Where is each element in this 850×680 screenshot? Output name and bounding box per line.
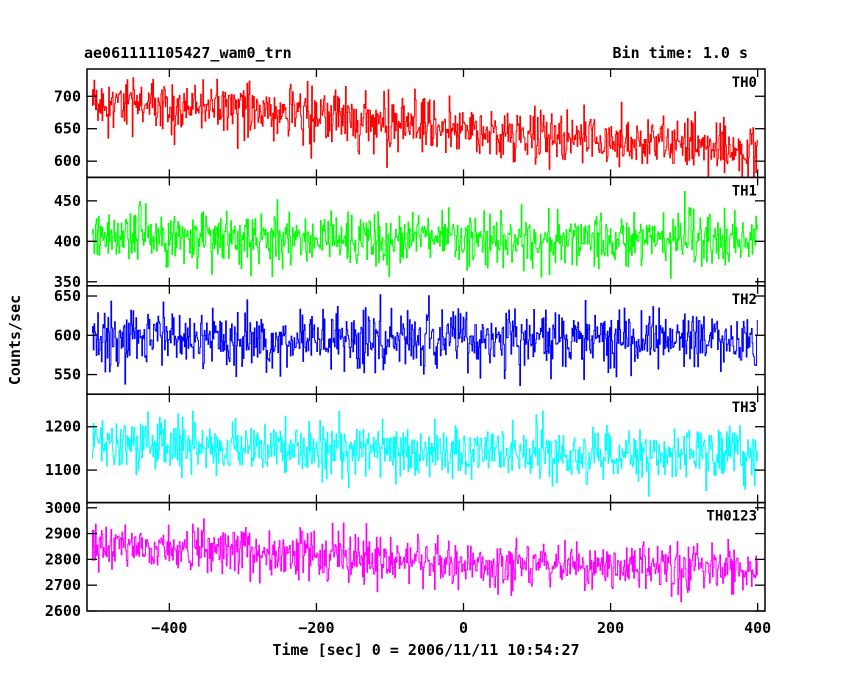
x-tick-label: 200 xyxy=(597,619,624,637)
panel-label-th2: TH2 xyxy=(732,292,757,308)
panel-label-th0: TH0 xyxy=(732,75,757,91)
x-axis-label: Time [sec] 0 = 2006/11/11 10:54:27 xyxy=(272,641,579,659)
y-tick-label: 2900 xyxy=(45,525,81,543)
series-th3 xyxy=(91,410,759,497)
chart-title: ae061111105427_wam0_trn xyxy=(84,44,292,62)
x-tick-label: 400 xyxy=(744,619,771,637)
panel-frame-th0123 xyxy=(86,501,766,612)
series-th0123 xyxy=(91,518,759,603)
y-tick-label: 3000 xyxy=(45,499,81,517)
y-tick-label: 2700 xyxy=(45,576,81,594)
series-th0 xyxy=(91,77,759,178)
y-tick-label: 600 xyxy=(54,326,81,344)
y-tick-label: 450 xyxy=(54,192,81,210)
series-th1 xyxy=(91,191,759,279)
panel-label-th3: TH3 xyxy=(732,400,757,416)
bin-time-label: Bin time: 1.0 s xyxy=(612,44,748,62)
y-tick-label: 1200 xyxy=(45,418,81,436)
x-tick-label: −400 xyxy=(151,619,187,637)
y-tick-label: 350 xyxy=(54,273,81,291)
panel-label-th1: TH1 xyxy=(732,183,757,199)
y-tick-label: 550 xyxy=(54,366,81,384)
y-tick-label: 650 xyxy=(54,287,81,305)
y-tick-label: 400 xyxy=(54,232,81,250)
y-tick-label: 2600 xyxy=(45,602,81,620)
y-tick-label: 600 xyxy=(54,152,81,170)
x-tick-label: 0 xyxy=(459,619,468,637)
y-tick-label: 700 xyxy=(54,87,81,105)
panel-label-th0123: TH0123 xyxy=(706,509,757,525)
series-th2 xyxy=(91,294,759,386)
y-tick-label: 650 xyxy=(54,120,81,138)
y-tick-label: 1100 xyxy=(45,461,81,479)
y-axis-label: Counts/sec xyxy=(6,295,24,385)
y-tick-label: 2800 xyxy=(45,550,81,568)
x-tick-label: −200 xyxy=(298,619,334,637)
